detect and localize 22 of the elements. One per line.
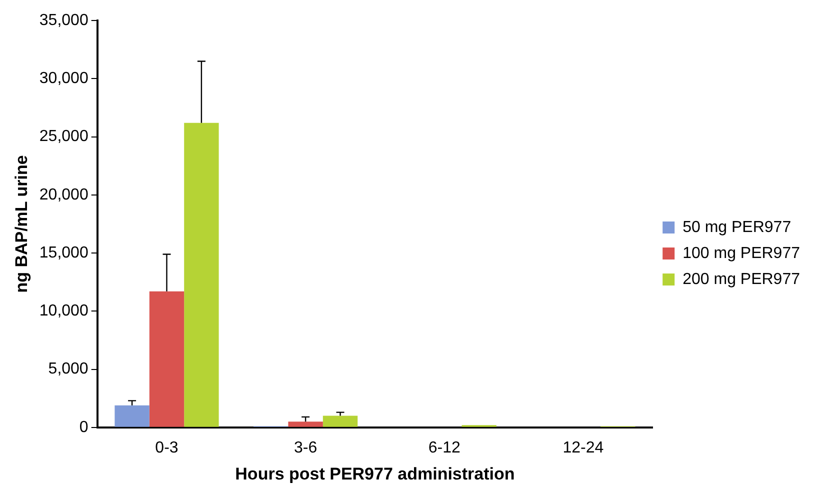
y-tick-label: 35,000 bbox=[39, 12, 88, 30]
y-tick-label: 15,000 bbox=[39, 244, 88, 262]
bar bbox=[114, 405, 150, 427]
bar bbox=[184, 122, 219, 427]
legend-label: 50 mg PER977 bbox=[682, 218, 792, 236]
y-tick-label: 5,000 bbox=[48, 360, 88, 378]
x-tick-label: 0-3 bbox=[155, 439, 178, 456]
y-tick-label: 20,000 bbox=[39, 186, 88, 204]
y-axis-title: ng BAP/mL urine bbox=[12, 155, 31, 293]
y-tick-label: 10,000 bbox=[39, 302, 88, 320]
x-tick-label: 6-12 bbox=[428, 439, 460, 456]
y-tick-label: 25,000 bbox=[39, 128, 88, 146]
y-tick-label: 0 bbox=[79, 418, 88, 436]
bar bbox=[149, 291, 184, 427]
legend-label: 100 mg PER977 bbox=[682, 244, 800, 262]
x-axis-title: Hours post PER977 administration bbox=[235, 464, 515, 484]
bar bbox=[322, 416, 358, 427]
y-tick-label: 30,000 bbox=[39, 70, 88, 88]
x-tick-label: 12-24 bbox=[562, 439, 604, 456]
legend-label: 200 mg PER977 bbox=[682, 270, 800, 288]
bar bbox=[288, 422, 323, 427]
x-tick-label: 3-6 bbox=[294, 439, 318, 456]
